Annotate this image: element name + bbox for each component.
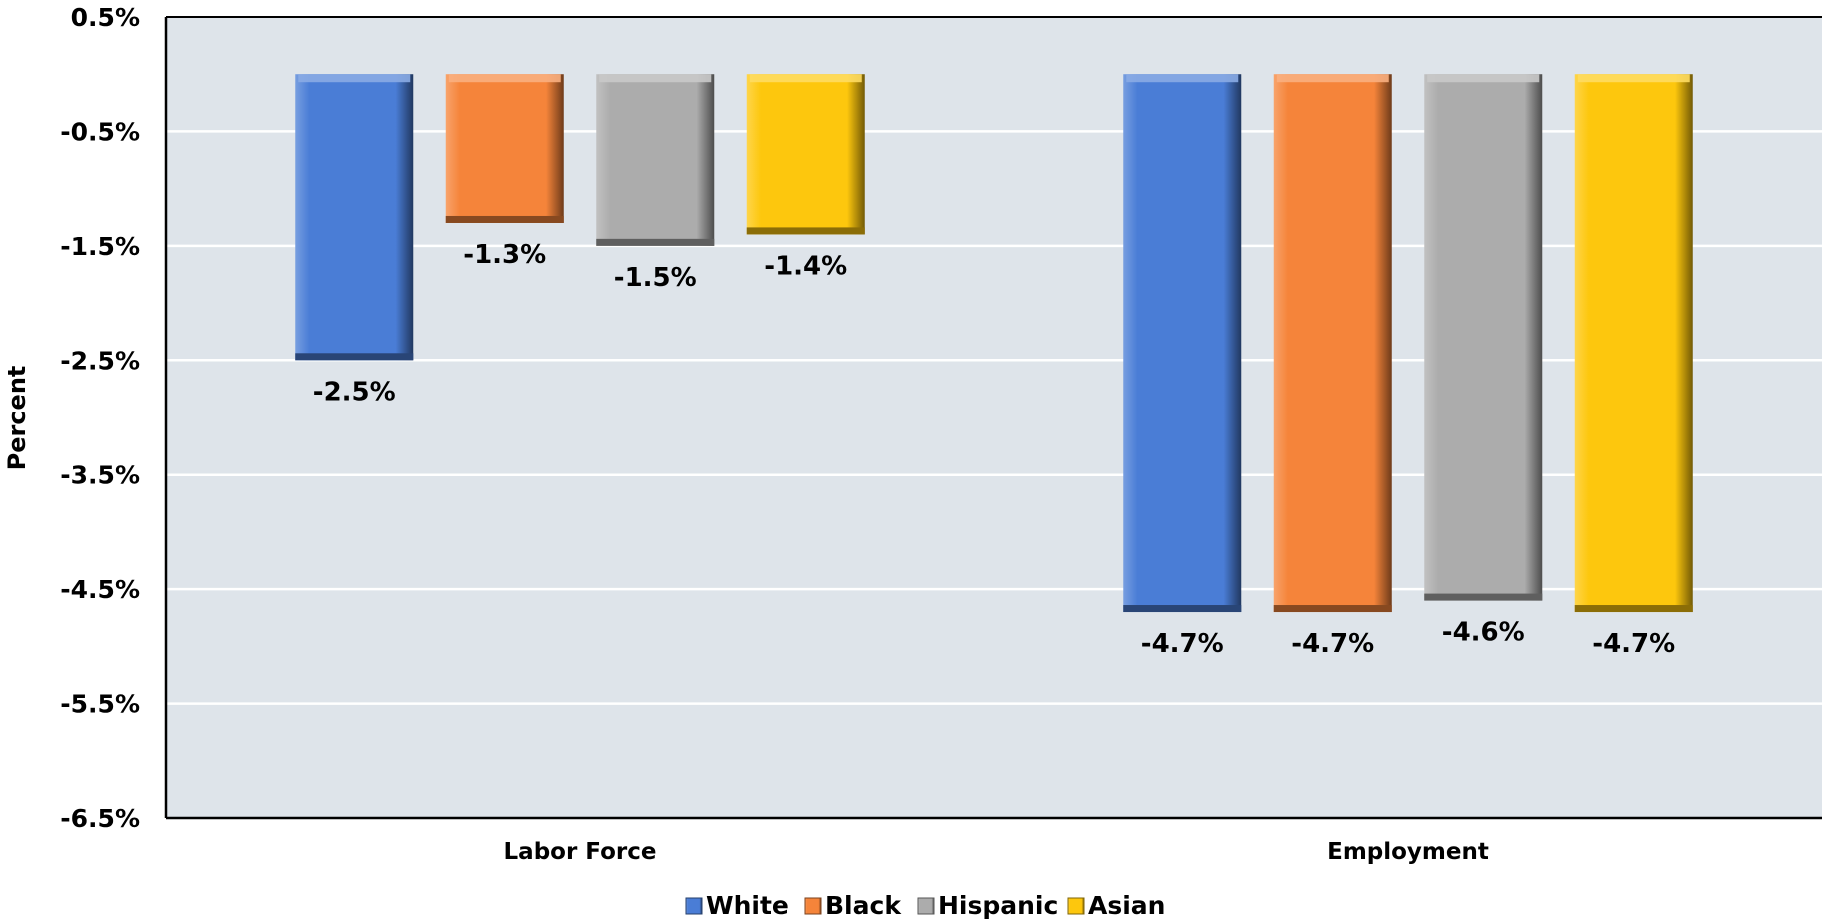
y-tick-label: -3.5%	[60, 461, 140, 490]
data-label: -4.7%	[1141, 629, 1224, 659]
y-axis-ticks: 0.5% -0.5% -1.5% -2.5% -3.5% -4.5% -5.5% -6.5%	[60, 3, 140, 833]
bar-white-labor-force	[295, 74, 414, 361]
gridlines	[164, 16, 1822, 820]
bar-bevel-top	[599, 74, 712, 83]
bar-bevel-bottom	[1574, 605, 1693, 613]
y-tick-label: -4.5%	[60, 575, 140, 604]
legend-item-hispanic: Hispanic	[917, 891, 1058, 920]
y-axis-title: Percent	[3, 366, 31, 471]
y-tick-label: -0.5%	[60, 117, 140, 146]
bar-bevel-bottom	[1123, 605, 1242, 613]
y-tick-label: -2.5%	[60, 346, 140, 375]
bars	[295, 74, 1693, 613]
bar-bevel-top	[1577, 74, 1690, 83]
y-tick-label: -5.5%	[60, 690, 140, 719]
data-labels: -2.5% -1.3% -1.5% -1.4% -4.7% -4.7% -4.6% -4.7%	[313, 240, 1675, 659]
x-category-label: Labor Force	[504, 839, 657, 865]
y-tick-label: -6.5%	[60, 804, 140, 833]
bar-hispanic-employment	[1424, 74, 1543, 601]
legend-label: Black	[825, 891, 902, 920]
bar-bevel-top	[448, 74, 561, 83]
data-label: -4.7%	[1291, 629, 1374, 659]
legend-swatch	[685, 897, 703, 915]
legend: White Black Hispanic Asian	[685, 891, 1165, 920]
bar-bevel-bottom	[1424, 593, 1543, 601]
bar-bevel-top	[749, 74, 862, 83]
bar-bevel-top	[298, 74, 411, 83]
bar-bevel-bottom	[445, 215, 564, 223]
bar-black-labor-force	[445, 74, 564, 223]
legend-swatch	[1067, 897, 1085, 915]
legend-label: Hispanic	[938, 891, 1058, 920]
x-axis-categories: Labor Force Employment	[504, 839, 1489, 865]
legend-item-asian: Asian	[1067, 891, 1165, 920]
bar-bevel-bottom	[1273, 605, 1392, 613]
x-category-label: Employment	[1327, 839, 1489, 865]
bar-asian-labor-force	[746, 74, 865, 235]
data-label: -4.6%	[1442, 618, 1525, 648]
data-label: -4.7%	[1592, 629, 1675, 659]
bar-bevel-top	[1126, 74, 1239, 83]
legend-label: Asian	[1088, 891, 1165, 920]
bar-bevel-bottom	[746, 227, 865, 235]
bar-bevel-top	[1276, 74, 1389, 83]
bar-hispanic-labor-force	[596, 74, 715, 246]
bar-bevel-bottom	[596, 238, 715, 246]
data-label: -2.5%	[313, 377, 396, 407]
plot-area	[166, 17, 1822, 818]
data-label: -1.3%	[463, 240, 546, 270]
legend-swatch	[804, 897, 822, 915]
data-label: -1.4%	[764, 251, 847, 281]
bar-black-employment	[1273, 74, 1392, 613]
bar-asian-employment	[1574, 74, 1693, 613]
bar-bevel-top	[1427, 74, 1540, 83]
y-tick-label: -1.5%	[60, 232, 140, 261]
bar-white-employment	[1123, 74, 1242, 613]
y-tick-label: 0.5%	[71, 3, 140, 32]
legend-label: White	[706, 891, 789, 920]
legend-swatch	[917, 897, 935, 915]
legend-item-white: White	[685, 891, 789, 920]
bar-bevel-bottom	[295, 353, 414, 361]
legend-item-black: Black	[804, 891, 902, 920]
data-label: -1.5%	[614, 263, 697, 293]
